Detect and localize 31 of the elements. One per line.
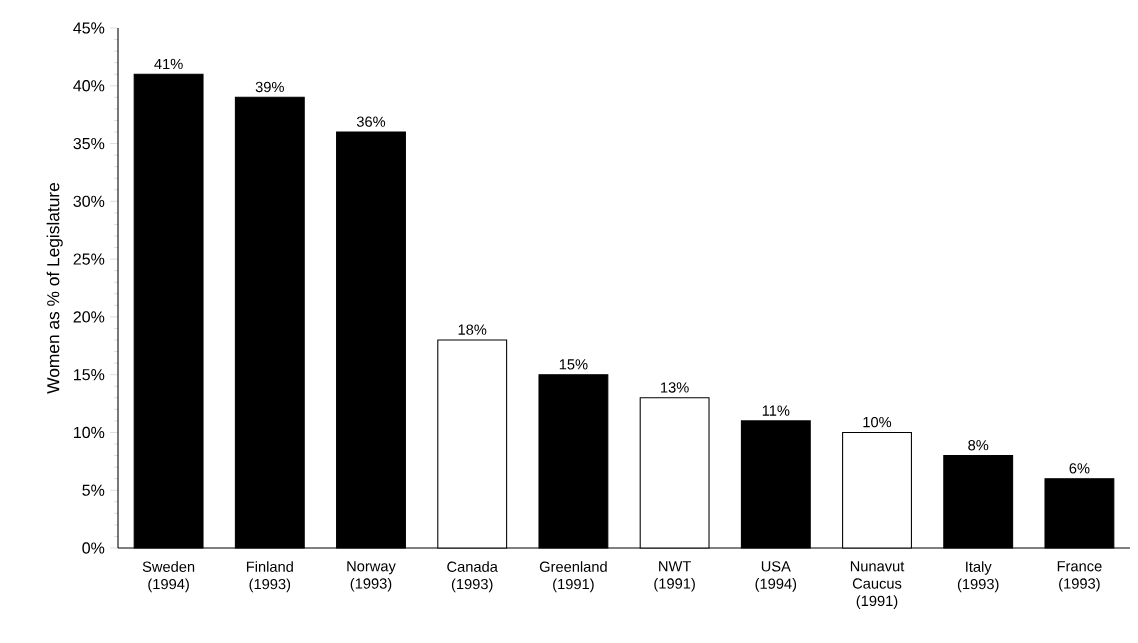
- data-label: 18%: [458, 324, 487, 335]
- data-label: 15%: [559, 359, 588, 370]
- y-tick-label: 10%: [74, 426, 105, 439]
- x-tick-label: Norway (1993): [347, 561, 396, 592]
- data-label: 13%: [661, 382, 689, 393]
- x-tick-label: Greenland (1991): [539, 561, 607, 593]
- x-tick-label: USA (1994): [755, 561, 797, 592]
- y-tick-label: 15%: [74, 369, 105, 381]
- y-tick-label: 0%: [82, 542, 105, 554]
- y-tick-label: 5%: [82, 484, 105, 496]
- y-tick-label: 30%: [73, 195, 105, 207]
- data-label: 8%: [968, 440, 989, 451]
- y-axis-title: Women as % of Legislature: [46, 182, 63, 394]
- data-label: 11%: [762, 405, 790, 416]
- x-tick-label: NWT (1991): [654, 561, 695, 592]
- x-tick-label: Nunavut Caucus (1991): [850, 561, 905, 609]
- data-label: 10%: [863, 416, 892, 428]
- y-tick-label: 35%: [73, 137, 105, 150]
- data-label: 6%: [1069, 463, 1090, 474]
- data-label: 39%: [255, 81, 284, 93]
- x-tick-label: Sweden (1994): [142, 561, 195, 593]
- x-tick-label: France (1993): [1057, 561, 1102, 592]
- y-tick-label: 20%: [73, 311, 105, 323]
- y-tick-label: 45%: [73, 22, 105, 34]
- y-tick-label: 25%: [73, 253, 105, 265]
- x-tick-label: Italy (1993): [957, 561, 999, 593]
- data-label: 36%: [356, 116, 386, 127]
- x-tick-label: Canada (1993): [447, 561, 498, 593]
- x-tick-label: Finland (1993): [246, 561, 293, 593]
- y-tick-label: 40%: [73, 80, 105, 92]
- data-label: 41%: [154, 58, 183, 70]
